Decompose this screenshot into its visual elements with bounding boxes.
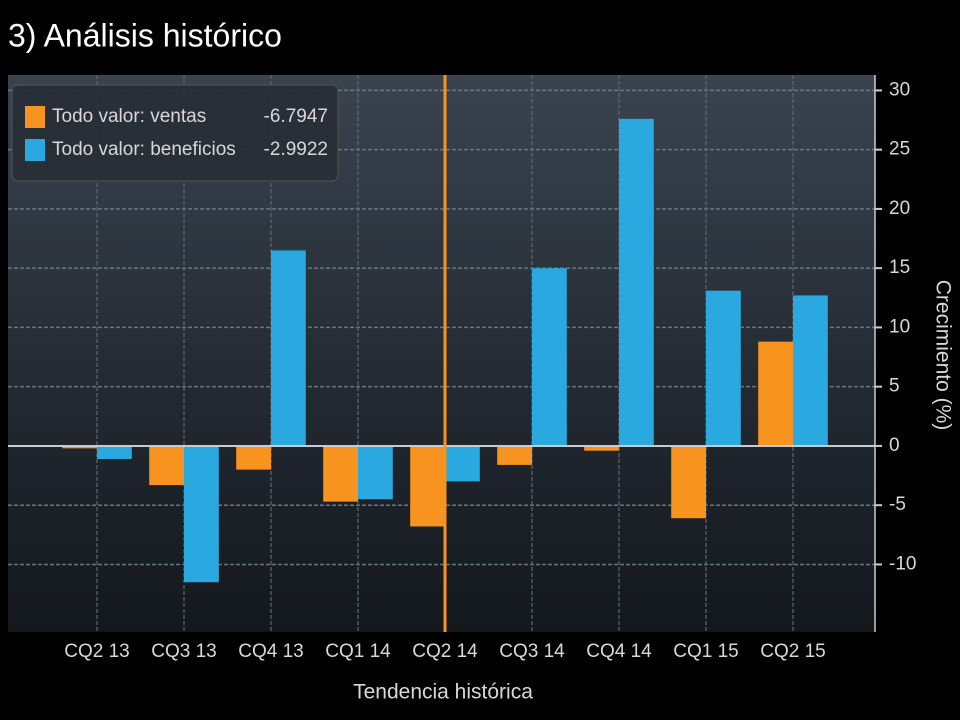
y-tick-label: 30 bbox=[889, 79, 910, 100]
y-tick-label: 20 bbox=[889, 198, 910, 219]
x-tick-label: CQ1 14 bbox=[325, 641, 391, 662]
y-tick-label: 5 bbox=[889, 376, 900, 397]
bar bbox=[236, 445, 271, 470]
x-tick-label: CQ3 13 bbox=[151, 641, 216, 662]
bar bbox=[671, 445, 706, 519]
x-tick-label: CQ2 14 bbox=[412, 641, 478, 662]
legend: Todo valor: ventas -6.7947 Todo valor: ben… bbox=[11, 84, 339, 182]
bar bbox=[62, 445, 97, 449]
bar bbox=[358, 445, 393, 500]
legend-swatch bbox=[25, 106, 45, 128]
bar bbox=[149, 445, 184, 486]
x-axis-title: Tendencia histórica bbox=[353, 681, 533, 704]
bar bbox=[445, 445, 480, 482]
y-axis-title: Crecimiento (%) bbox=[931, 280, 954, 431]
bar bbox=[532, 268, 567, 446]
y-tick-label: -5 bbox=[889, 494, 906, 515]
x-tick-label: CQ2 15 bbox=[760, 641, 825, 662]
y-tick-label: 15 bbox=[889, 257, 910, 278]
bar bbox=[793, 295, 828, 446]
chart-title: 3) Análisis histórico bbox=[8, 17, 282, 53]
y-tick-label: 25 bbox=[889, 139, 910, 160]
bar bbox=[497, 445, 532, 465]
y-tick-label: 0 bbox=[889, 435, 900, 456]
bar bbox=[97, 445, 132, 459]
bar bbox=[271, 250, 306, 446]
bar bbox=[184, 445, 219, 583]
x-tick-label: CQ2 13 bbox=[64, 641, 129, 662]
y-tick-label: 10 bbox=[889, 316, 910, 337]
bar bbox=[584, 445, 619, 451]
legend-label: Todo valor: beneficios bbox=[52, 139, 236, 160]
x-tick-label: CQ4 14 bbox=[586, 641, 652, 662]
bar bbox=[323, 445, 358, 502]
bar bbox=[758, 341, 793, 446]
legend-value: -2.9922 bbox=[264, 139, 328, 160]
bar bbox=[410, 445, 445, 527]
y-tick-label: -10 bbox=[889, 553, 916, 574]
legend-swatch bbox=[25, 139, 45, 161]
legend-box bbox=[11, 84, 339, 182]
legend-value: -6.7947 bbox=[264, 106, 328, 127]
bar bbox=[706, 290, 741, 446]
x-tick-label: CQ3 14 bbox=[499, 641, 565, 662]
legend-label: Todo valor: ventas bbox=[52, 106, 206, 127]
bar bbox=[619, 118, 654, 446]
x-tick-label: CQ4 13 bbox=[238, 641, 303, 662]
x-tick-label: CQ1 15 bbox=[673, 641, 738, 662]
